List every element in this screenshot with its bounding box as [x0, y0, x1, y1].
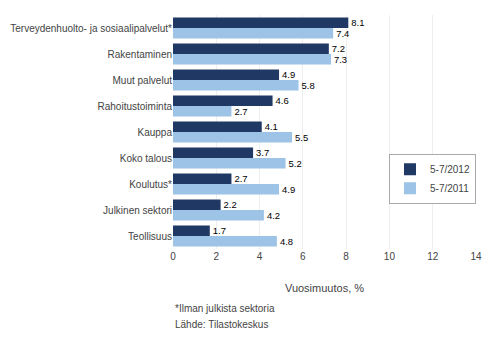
svg-text:4.6: 4.6: [276, 95, 289, 106]
svg-text:6: 6: [300, 251, 306, 262]
svg-text:7.3: 7.3: [334, 54, 347, 65]
svg-text:5-7/2011: 5-7/2011: [430, 183, 469, 194]
svg-text:4.1: 4.1: [265, 121, 278, 132]
svg-text:10: 10: [384, 251, 396, 262]
svg-text:Lähde: Tilastokeskus: Lähde: Tilastokeskus: [175, 319, 268, 330]
svg-text:0: 0: [170, 251, 176, 262]
svg-text:Vuosimuutos, %: Vuosimuutos, %: [285, 282, 364, 294]
svg-text:4: 4: [257, 251, 263, 262]
svg-text:4.9: 4.9: [282, 69, 295, 80]
svg-text:1.7: 1.7: [213, 225, 226, 236]
svg-text:5.2: 5.2: [289, 158, 302, 169]
svg-text:*Ilman julkista sektoria: *Ilman julkista sektoria: [175, 303, 275, 314]
svg-text:3.7: 3.7: [256, 147, 269, 158]
svg-text:5.8: 5.8: [302, 80, 315, 91]
svg-text:5.5: 5.5: [295, 132, 308, 143]
svg-text:Koulutus*: Koulutus*: [129, 179, 172, 190]
svg-text:2: 2: [214, 251, 220, 262]
svg-text:2.2: 2.2: [224, 199, 237, 210]
svg-text:14: 14: [470, 251, 482, 262]
svg-text:Rakentaminen: Rakentaminen: [108, 49, 172, 60]
svg-text:4.2: 4.2: [267, 210, 280, 221]
svg-text:5-7/2012: 5-7/2012: [430, 164, 470, 175]
svg-text:Terveydenhuolto- ja sosiaalipa: Terveydenhuolto- ja sosiaalipalvelut*: [10, 23, 172, 34]
svg-text:4.8: 4.8: [280, 236, 293, 247]
svg-text:Muut palvelut: Muut palvelut: [113, 75, 173, 86]
svg-text:8.1: 8.1: [351, 17, 364, 28]
svg-text:2.7: 2.7: [234, 106, 247, 117]
svg-text:2.7: 2.7: [234, 173, 247, 184]
svg-text:Koko talous: Koko talous: [120, 153, 172, 164]
svg-text:12: 12: [427, 251, 439, 262]
svg-text:Kauppa: Kauppa: [138, 127, 173, 138]
svg-text:Rahoitustoiminta: Rahoitustoiminta: [98, 101, 173, 112]
svg-text:8: 8: [343, 251, 349, 262]
svg-text:4.9: 4.9: [282, 184, 295, 195]
svg-text:7.2: 7.2: [332, 43, 345, 54]
svg-text:Julkinen sektori: Julkinen sektori: [103, 205, 172, 216]
svg-text:7.4: 7.4: [336, 28, 349, 39]
svg-text:Teollisuus: Teollisuus: [128, 231, 172, 242]
